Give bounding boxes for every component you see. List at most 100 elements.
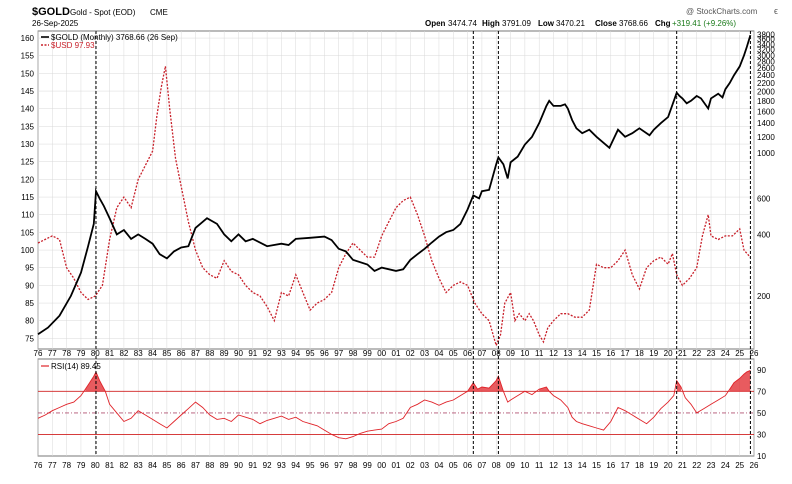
x-tick-label: 19 — [649, 461, 658, 470]
right-axis-tick-label: 1000 — [757, 149, 775, 158]
right-axis: 200 400 600 1000 1200 1400 1600180020002200240… — [757, 30, 775, 300]
x-tick-label: 15 — [592, 349, 601, 358]
x-tick-label: 14 — [578, 349, 587, 358]
x-tick-label: 78 — [62, 461, 71, 470]
x-tick-label: 00 — [377, 349, 386, 358]
rsi-tick-label: 90 — [757, 366, 766, 375]
x-tick-label: 23 — [707, 461, 716, 470]
x-tick-label: 26 — [750, 461, 759, 470]
rsi-legend-label: RSI(14) 89.45 — [51, 362, 101, 371]
x-tick-label: 08 — [492, 461, 501, 470]
x-tick-label: 83 — [134, 349, 143, 358]
x-tick-label: 25 — [735, 461, 744, 470]
x-tick-label: 87 — [191, 461, 200, 470]
x-axis-mid: 76 77 78 79 80 81 82 83 84 85 86 87 88 89 90 91 92 93 94 95… — [34, 349, 759, 358]
x-tick-label: 19 — [649, 349, 658, 358]
left-axis: 75 80 85 90 95 100 105 110 115 120 125 130 135 140 145… — [21, 34, 35, 343]
right-axis-tick-label: 1800 — [757, 97, 775, 106]
x-tick-label: 81 — [105, 461, 114, 470]
rsi-overbought-fills — [85, 370, 751, 392]
rsi-overbought-fill — [676, 380, 681, 392]
x-tick-label: 25 — [735, 349, 744, 358]
x-tick-label: 83 — [134, 461, 143, 470]
right-axis-tick-label: 400 — [757, 230, 771, 239]
x-tick-label: 23 — [707, 349, 716, 358]
x-tick-label: 96 — [320, 461, 329, 470]
right-axis-tick-label: 3400 — [757, 40, 775, 49]
chg-label: Chg — [655, 19, 671, 28]
left-axis-tick-label: 140 — [21, 105, 35, 114]
open-label: Open — [425, 19, 446, 28]
open-value: 3474.74 — [448, 19, 477, 28]
right-axis-tick-label: 1400 — [757, 119, 775, 128]
x-tick-label: 05 — [449, 461, 458, 470]
x-tick-label: 89 — [220, 349, 229, 358]
low-value: 3470.21 — [556, 19, 585, 28]
x-tick-label: 06 — [463, 349, 472, 358]
exchange: CME — [150, 8, 168, 17]
high-label: High — [482, 19, 500, 28]
x-tick-label: 97 — [334, 349, 343, 358]
x-tick-label: 18 — [635, 461, 644, 470]
right-axis-tick-label: 2000 — [757, 87, 775, 96]
x-tick-label: 08 — [492, 349, 501, 358]
right-axis-tick-label: 3200 — [757, 46, 775, 55]
x-tick-label: 03 — [420, 461, 429, 470]
instrument-name: Gold - Spot (EOD) — [70, 8, 136, 17]
x-tick-label: 02 — [406, 461, 415, 470]
x-tick-label: 14 — [578, 461, 587, 470]
rsi-reference-lines — [38, 390, 754, 435]
x-tick-label: 77 — [48, 349, 57, 358]
x-tick-label: 76 — [34, 349, 43, 358]
x-tick-label: 16 — [606, 461, 615, 470]
x-tick-label: 77 — [48, 461, 57, 470]
watermark: @ StockCharts.com — [686, 7, 758, 16]
x-tick-label: 88 — [205, 461, 214, 470]
x-tick-label: 90 — [234, 349, 243, 358]
right-axis-tick-label: 200 — [757, 292, 771, 301]
x-tick-label: 24 — [721, 461, 730, 470]
ohlc-readout: Open 3474.74 High 3791.09 Low 3470.21 Cl… — [425, 19, 736, 28]
rsi-tick-label: 10 — [757, 452, 766, 461]
right-axis-tick-label: 3800 — [757, 30, 775, 39]
left-axis-tick-label: 80 — [25, 317, 34, 326]
left-axis-tick-label: 100 — [21, 246, 35, 255]
x-tick-label: 80 — [91, 461, 100, 470]
rsi-tick-label: 30 — [757, 430, 766, 439]
x-tick-label: 92 — [263, 461, 272, 470]
x-tick-label: 06 — [463, 461, 472, 470]
x-tick-label: 88 — [205, 349, 214, 358]
symbol: $GOLD — [32, 6, 70, 18]
low-label: Low — [538, 19, 555, 28]
event-lines — [95, 31, 751, 456]
left-axis-tick-label: 145 — [21, 87, 35, 96]
x-tick-label: 84 — [148, 461, 157, 470]
x-tick-label: 78 — [62, 349, 71, 358]
x-tick-label: 02 — [406, 349, 415, 358]
x-tick-label: 00 — [377, 461, 386, 470]
x-tick-label: 17 — [621, 349, 630, 358]
x-tick-label: 22 — [692, 349, 701, 358]
close-label: Close — [595, 19, 617, 28]
x-tick-label: 01 — [392, 461, 401, 470]
left-axis-tick-label: 105 — [21, 228, 35, 237]
right-axis-tick-label: 2600 — [757, 64, 775, 73]
x-tick-label: 13 — [563, 349, 572, 358]
x-tick-label: 07 — [477, 349, 486, 358]
x-tick-label: 26 — [750, 349, 759, 358]
x-tick-label: 04 — [435, 461, 444, 470]
rsi-overbought-fill — [85, 371, 106, 392]
x-tick-label: 86 — [177, 349, 186, 358]
x-tick-label: 99 — [363, 349, 372, 358]
x-tick-label: 86 — [177, 461, 186, 470]
x-tick-label: 96 — [320, 349, 329, 358]
left-axis-tick-label: 95 — [25, 264, 34, 273]
rsi-overbought-fill — [729, 370, 751, 392]
left-axis-tick-label: 135 — [21, 122, 35, 131]
left-axis-tick-label: 110 — [21, 211, 34, 220]
left-axis-tick-label: 155 — [21, 52, 35, 61]
x-tick-label: 21 — [678, 349, 687, 358]
right-axis-tick-label: 2400 — [757, 71, 775, 80]
x-tick-label: 09 — [506, 461, 515, 470]
x-tick-label: 15 — [592, 461, 601, 470]
